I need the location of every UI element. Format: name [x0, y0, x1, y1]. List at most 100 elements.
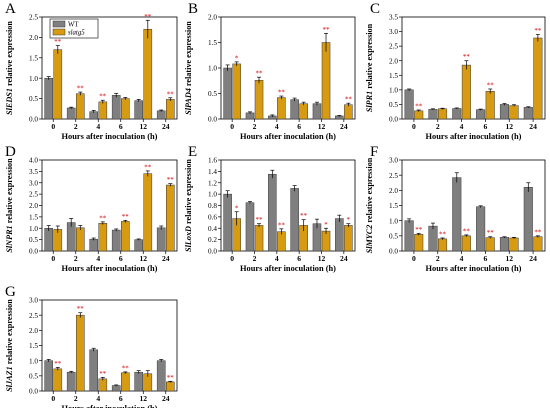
x-tick-label: 6 [297, 122, 301, 131]
significance-mark: ** [167, 374, 175, 382]
y-tick-label: 2.5 [29, 14, 38, 22]
x-tick-label: 6 [119, 122, 123, 131]
bar-slatg5 [509, 105, 519, 120]
bar-slatg5 [485, 91, 495, 120]
significance-mark: ** [345, 96, 353, 104]
x-tick-label: 4 [275, 122, 279, 131]
y-tick-label: 2.0 [29, 327, 38, 335]
bar-wt [89, 238, 99, 252]
x-tick-label: 24 [340, 254, 348, 263]
x-tick-label: 12 [505, 122, 513, 131]
significance-mark: ** [534, 27, 542, 35]
y-axis-label: SlJAZ1 relative expression [5, 299, 14, 392]
bar-slatg5 [509, 237, 519, 252]
bar-slatg5 [299, 103, 308, 120]
bar-wt [476, 109, 486, 120]
panel-e: E 0.0 0.2 0.4 0.6 0.8 1.0 1.2 1.4 1.6 SlLoxD relat… [184, 144, 356, 273]
significance-mark: ** [278, 221, 286, 229]
bar-wt [156, 227, 166, 252]
y-tick-label: 1.0 [29, 75, 38, 83]
significance-mark: ** [144, 163, 152, 171]
significance-mark: ** [415, 226, 423, 234]
significance-mark: * [347, 216, 351, 224]
x-axis-label: Hours after inoculation (h) [62, 132, 158, 141]
plot-frame [220, 159, 356, 252]
bar-slatg5 [166, 381, 175, 392]
bar-wt [312, 103, 322, 120]
y-tick-label: 1.0 [389, 86, 398, 94]
x-tick-label: 24 [162, 254, 170, 263]
x-tick-label: 6 [484, 122, 488, 131]
significance-mark: ** [415, 102, 423, 110]
x-tick-label: 4 [96, 254, 100, 263]
legend-label-slatg5: slatg5 [68, 30, 85, 37]
y-tick-label: 2.0 [208, 14, 217, 22]
y-tick-label: 3.5 [389, 14, 398, 22]
y-tick-label: 0.4 [208, 225, 217, 233]
y-tick-label: 1.4 [208, 168, 217, 176]
y-tick-label: 1.0 [208, 65, 217, 73]
y-tick-label: 0.8 [208, 202, 217, 210]
bar-wt [404, 220, 414, 252]
bar-slatg5 [344, 104, 353, 120]
x-tick-label: 2 [253, 254, 257, 263]
significance-mark: ** [122, 213, 130, 221]
significance-mark: ** [77, 85, 85, 93]
bar-slatg5 [121, 221, 130, 252]
bar-wt [452, 108, 462, 120]
bar-wt [499, 104, 510, 120]
x-tick-label: 24 [340, 122, 348, 131]
y-tick-label: 2.5 [29, 312, 38, 320]
y-tick-label: 0.0 [29, 116, 38, 124]
legend-swatch-wt [52, 20, 66, 28]
x-tick-label: 4 [460, 122, 464, 131]
significance-mark: ** [487, 229, 495, 237]
y-tick-label: 1.5 [29, 54, 38, 62]
bar-slatg5 [277, 97, 286, 120]
y-tick-label: 4.0 [29, 157, 38, 165]
x-tick-label: 6 [484, 254, 488, 263]
y-tick-label: 0.0 [389, 116, 398, 124]
bar-wt [335, 218, 344, 252]
significance-mark: * [235, 54, 239, 62]
x-tick-label: 0 [51, 254, 55, 263]
y-tick-label: 0.6 [208, 213, 217, 221]
y-axis-label: SlPAD4 relative expression [184, 21, 193, 115]
bar-slatg5 [533, 236, 543, 252]
y-tick-label: 1.0 [389, 217, 398, 225]
significance-mark: ** [534, 228, 542, 236]
panel-d: D 0.0 0.5 1.0 1.5 2.0 2.5 3.0 3.5 4.0 SlNPR1 relat… [5, 144, 178, 273]
bar-slatg5 [76, 227, 85, 252]
x-tick-label: 6 [119, 254, 123, 263]
bar-wt [156, 110, 166, 120]
panel-letter: C [370, 1, 380, 17]
significance-mark: ** [54, 360, 62, 368]
y-tick-label: 1.2 [208, 179, 217, 187]
bar-slatg5 [461, 235, 471, 252]
plot-frame [220, 16, 356, 120]
y-tick-label: 1.5 [29, 342, 38, 350]
y-tick-label: 2.0 [29, 34, 38, 42]
bar-wt [156, 360, 166, 392]
bar-wt [66, 222, 76, 252]
bar-slatg5 [166, 184, 175, 252]
y-tick-label: 0.5 [208, 90, 217, 98]
panel-b: B 0.0 0.5 1.0 1.5 2.0 SlPAD4 relative expressi… [184, 1, 356, 141]
y-tick-label: 3.5 [29, 168, 38, 176]
bar-wt [476, 206, 486, 252]
bar-slatg5 [143, 173, 153, 252]
plot-frame [41, 299, 178, 392]
y-tick-label: 0.0 [208, 116, 217, 124]
bar-slatg5 [438, 238, 448, 252]
bar-wt [44, 77, 54, 120]
y-tick-label: 3.0 [389, 28, 398, 36]
significance-mark: ** [439, 230, 447, 238]
x-tick-label: 12 [139, 122, 147, 131]
bar-wt [134, 239, 143, 252]
y-axis-label: SlMYC2 relative expression [365, 157, 374, 253]
bar-slatg5 [485, 237, 495, 252]
bar-slatg5 [98, 222, 108, 252]
x-axis-label: Hours after inoculation (h) [62, 264, 158, 273]
significance-mark: ** [54, 38, 62, 46]
